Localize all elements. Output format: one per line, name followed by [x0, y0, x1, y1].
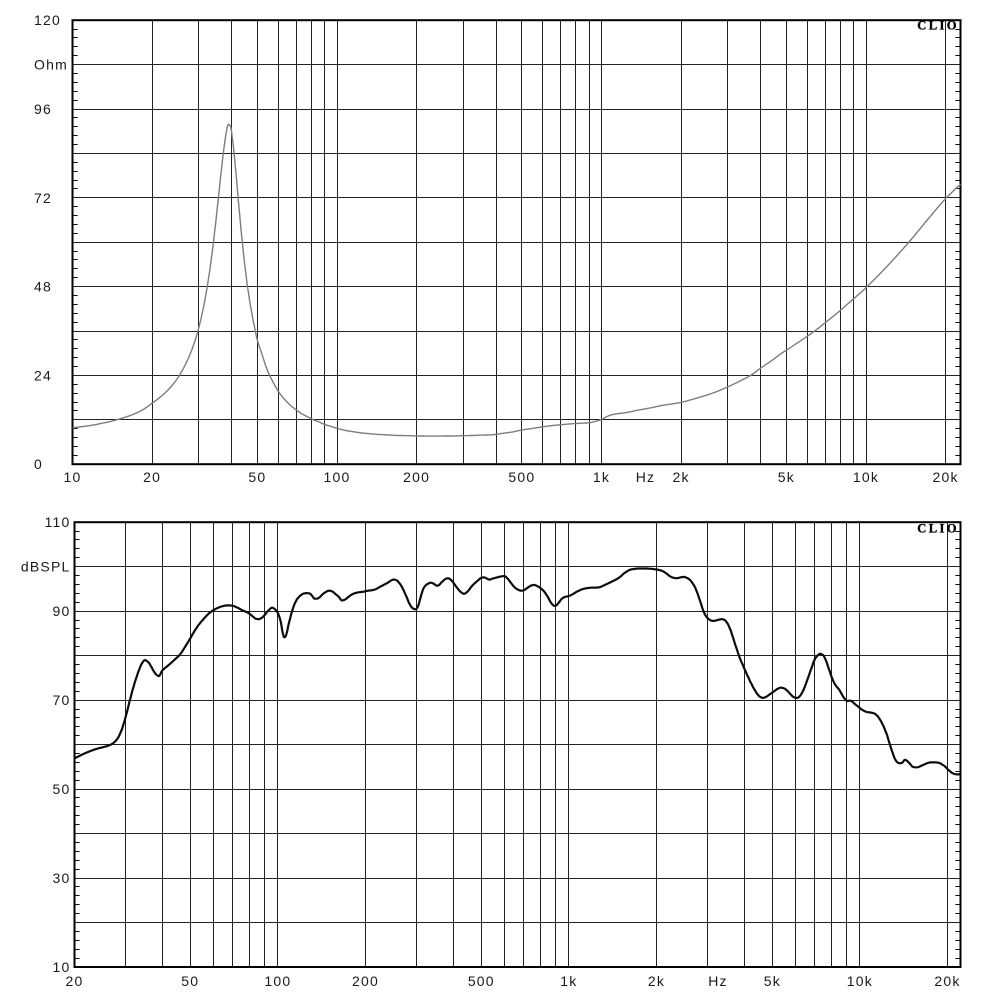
- svg-text:20k: 20k: [933, 469, 959, 485]
- svg-text:20k: 20k: [934, 973, 960, 989]
- svg-text:96: 96: [34, 101, 52, 117]
- svg-text:10: 10: [64, 469, 82, 485]
- svg-text:2k: 2k: [648, 973, 665, 989]
- svg-text:20: 20: [143, 469, 161, 485]
- svg-text:200: 200: [403, 469, 430, 485]
- svg-text:Hz: Hz: [636, 469, 656, 485]
- svg-text:50: 50: [181, 973, 199, 989]
- svg-text:1k: 1k: [560, 973, 577, 989]
- svg-text:100: 100: [264, 973, 291, 989]
- svg-text:20: 20: [66, 973, 84, 989]
- svg-text:72: 72: [34, 190, 52, 206]
- svg-text:30: 30: [53, 870, 71, 886]
- svg-text:CLIO: CLIO: [917, 19, 959, 33]
- svg-text:500: 500: [508, 469, 535, 485]
- svg-text:100: 100: [324, 469, 351, 485]
- svg-text:10k: 10k: [847, 973, 873, 989]
- svg-text:50: 50: [248, 469, 266, 485]
- svg-text:110: 110: [45, 514, 71, 530]
- svg-text:5k: 5k: [778, 469, 795, 485]
- svg-text:50: 50: [53, 781, 71, 797]
- svg-text:120: 120: [34, 12, 61, 28]
- svg-text:0: 0: [34, 456, 43, 472]
- svg-text:500: 500: [468, 973, 495, 989]
- svg-text:90: 90: [53, 603, 71, 619]
- svg-text:CLIO: CLIO: [917, 522, 959, 536]
- svg-text:dBSPL: dBSPL: [21, 559, 71, 575]
- svg-text:1k: 1k: [593, 469, 610, 485]
- svg-text:Hz: Hz: [708, 973, 728, 989]
- svg-text:10: 10: [53, 959, 71, 975]
- svg-text:Ohm: Ohm: [34, 57, 68, 73]
- svg-text:24: 24: [34, 367, 52, 383]
- svg-text:200: 200: [352, 973, 379, 989]
- svg-text:5k: 5k: [764, 973, 781, 989]
- svg-text:10k: 10k: [853, 469, 879, 485]
- svg-text:70: 70: [53, 692, 71, 708]
- svg-text:48: 48: [34, 279, 52, 295]
- svg-text:2k: 2k: [673, 469, 690, 485]
